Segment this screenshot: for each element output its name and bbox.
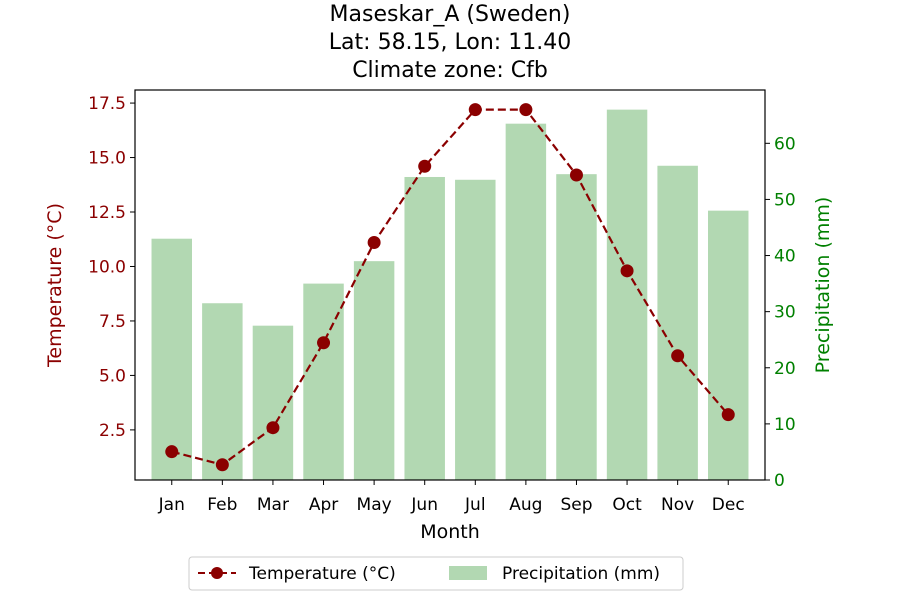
temp-point-sep <box>569 168 583 182</box>
temp-point-aug <box>519 103 533 117</box>
title-line-1: Maseskar_A (Sweden) <box>330 2 571 27</box>
left-tick-label: 10.0 <box>88 257 126 277</box>
precip-bar-dec <box>708 210 749 481</box>
temp-point-jan <box>165 445 179 459</box>
title-line-3: Climate zone: Cfb <box>352 58 548 83</box>
x-tick-label-jan: Jan <box>158 495 185 515</box>
legend: Temperature (°C) Precipitation (mm) <box>188 556 684 591</box>
precipitation-bars <box>151 109 749 481</box>
temp-point-mar <box>266 421 280 435</box>
precip-bar-nov <box>657 165 698 480</box>
chart-title: Maseskar_A (Sweden) Lat: 58.15, Lon: 11.… <box>329 2 571 83</box>
x-axis-label: Month <box>420 521 480 543</box>
right-tick-label: 50 <box>774 190 796 210</box>
legend-temperature-marker <box>211 567 223 579</box>
legend-temperature-label: Temperature (°C) <box>248 564 396 584</box>
precip-bar-jan <box>151 238 192 480</box>
temp-point-apr <box>317 336 331 350</box>
left-tick-label: 2.5 <box>99 421 126 441</box>
temperature-series <box>165 103 735 472</box>
right-tick-label: 10 <box>774 415 796 435</box>
legend-box <box>188 556 684 591</box>
right-tick-label: 60 <box>774 134 796 154</box>
right-tick-label: 40 <box>774 247 796 267</box>
right-tick-label: 0 <box>774 471 785 491</box>
x-tick-label-sep: Sep <box>560 495 592 515</box>
temp-point-jun <box>418 159 432 173</box>
precip-bar-feb <box>202 303 243 480</box>
left-tick-label: 15.0 <box>88 149 126 169</box>
temp-point-nov <box>671 349 685 363</box>
x-tick-label-jun: Jun <box>410 495 438 515</box>
x-tick-label-feb: Feb <box>207 495 237 515</box>
temp-point-may <box>367 236 381 250</box>
legend-precipitation-label: Precipitation (mm) <box>502 564 660 584</box>
precip-bar-may <box>353 261 395 480</box>
right-tick-label: 20 <box>774 359 796 379</box>
precip-bar-aug <box>505 123 547 480</box>
x-axis: Jan Feb Mar Apr May Jun Jul Aug Sep Oct Nov Dec <box>158 480 745 515</box>
x-tick-label-nov: Nov <box>661 495 694 515</box>
precip-bar-jun <box>404 176 445 480</box>
legend-precipitation-swatch <box>449 566 487 580</box>
x-tick-label-aug: Aug <box>509 495 542 515</box>
x-tick-label-mar: Mar <box>257 495 289 515</box>
temp-point-jul <box>468 103 482 117</box>
x-tick-label-oct: Oct <box>612 495 642 515</box>
precip-bar-sep <box>556 174 597 480</box>
title-line-2: Lat: 58.15, Lon: 11.40 <box>329 30 571 55</box>
right-tick-label: 30 <box>774 303 796 323</box>
temp-point-oct <box>620 264 634 278</box>
temp-point-feb <box>215 458 229 472</box>
left-y-axis: 2.5 5.0 7.5 10.0 12.5 15.0 17.5 <box>88 94 135 441</box>
x-tick-label-dec: Dec <box>712 495 745 515</box>
x-tick-label-may: May <box>357 495 392 515</box>
right-y-axis-label: Precipitation (mm) <box>812 197 834 374</box>
plot-frame <box>134 89 766 481</box>
x-tick-label-apr: Apr <box>309 495 338 515</box>
left-y-axis-label: Temperature (°C) <box>44 203 66 368</box>
left-tick-label: 7.5 <box>99 312 126 332</box>
left-tick-label: 17.5 <box>88 94 126 114</box>
left-tick-label: 12.5 <box>88 203 126 223</box>
temp-point-dec <box>721 408 735 422</box>
temperature-line <box>171 108 730 466</box>
precip-bar-jul <box>455 179 496 480</box>
precip-bar-mar <box>252 325 294 480</box>
right-y-axis: 0 10 20 30 40 50 60 <box>765 134 796 491</box>
x-tick-label-jul: Jul <box>464 495 486 515</box>
left-tick-label: 5.0 <box>99 366 126 386</box>
